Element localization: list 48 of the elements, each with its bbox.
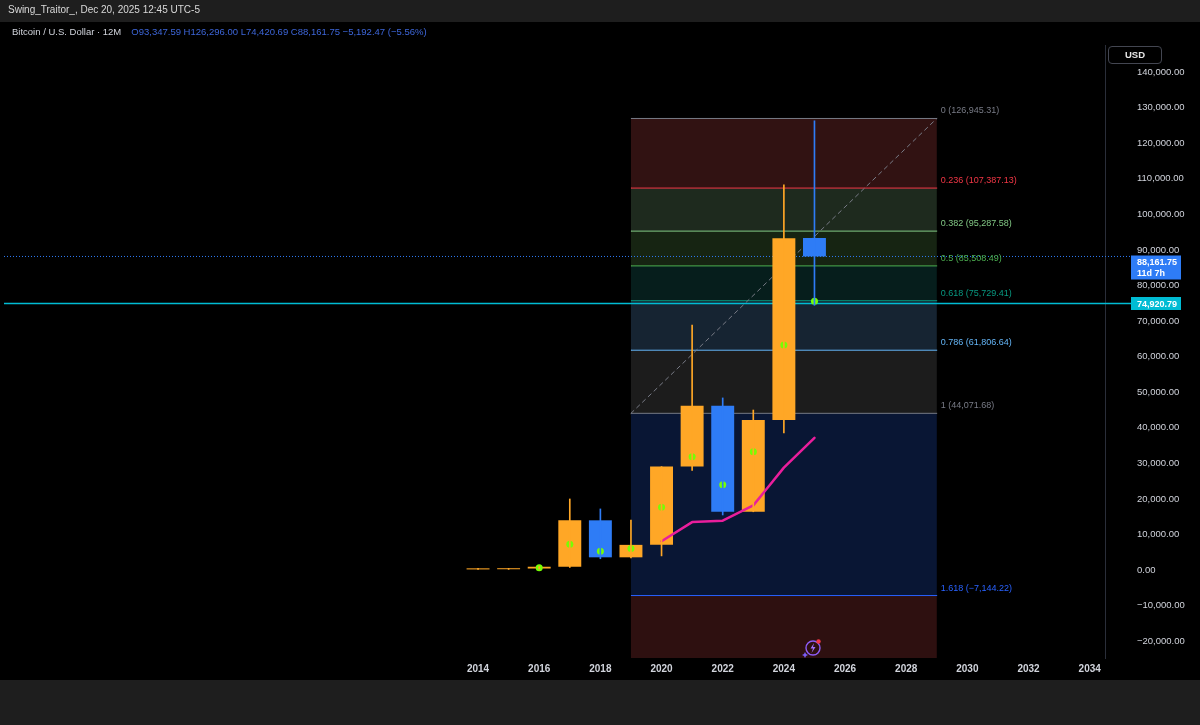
y-tick-label: 40,000.00 xyxy=(1137,421,1180,433)
series-label: 0.382 (95,287.58) xyxy=(940,218,1012,229)
x-tick-label: 2026 xyxy=(833,662,857,674)
y-tick-label: 90,000.00 xyxy=(1137,243,1180,255)
x-tick-label: 2032 xyxy=(1017,662,1041,674)
ref-line-label: 74,920.79 xyxy=(1137,298,1178,309)
x-tick-label: 2018 xyxy=(589,662,612,674)
y-tick-label: 30,000.00 xyxy=(1137,457,1180,469)
y-tick-label: 20,000.00 xyxy=(1137,492,1180,504)
candlestick xyxy=(711,397,735,516)
candlestick xyxy=(772,184,796,434)
candlestick xyxy=(619,519,643,559)
y-tick-label: 50,000.00 xyxy=(1137,385,1180,397)
candlestick xyxy=(558,498,582,568)
y-tick-label: 0.00 xyxy=(1137,563,1156,575)
chart-title: Bitcoin / U.S. Dollar · 12M xyxy=(12,26,122,37)
text: Swing_Traitor_, Dec 20, 2025 12:45 UTC-5 xyxy=(8,4,200,15)
series-label: 0.618 (75,729.41) xyxy=(940,287,1012,298)
y-tick-label: 100,000.00 xyxy=(1137,207,1185,219)
y-tick-label: 70,000.00 xyxy=(1137,314,1180,326)
x-tick-label: 2034 xyxy=(1078,662,1102,674)
y-tick-label: 10,000.00 xyxy=(1137,528,1180,540)
x-tick-label: 2030 xyxy=(956,662,979,674)
y-tick-label: 120,000.00 xyxy=(1137,136,1185,148)
y-tick-label: 110,000.00 xyxy=(1137,172,1184,184)
text: USD xyxy=(1108,46,1162,64)
x-tick-label: 2028 xyxy=(895,662,918,674)
y-tick-label: −10,000.00 xyxy=(1137,599,1185,611)
y-tick-label: 130,000.00 xyxy=(1137,101,1185,113)
series-label: 0.786 (61,806.64) xyxy=(940,337,1012,348)
x-tick-label: 2016 xyxy=(528,662,551,674)
y-tick-label: 140,000.00 xyxy=(1137,65,1185,77)
x-tick-label: 2014 xyxy=(466,662,490,674)
x-tick-label: 2020 xyxy=(650,662,674,674)
ref-line-label: 88,161.75 11d 7h xyxy=(1137,256,1178,278)
series-label: 0 (126,945.31) xyxy=(940,105,1000,116)
candlestick xyxy=(680,324,704,471)
y-tick-label: −20,000.00 xyxy=(1137,634,1185,646)
x-tick-label: 2022 xyxy=(711,662,735,674)
series-label: 1.618 (−7,144.22) xyxy=(940,582,1013,593)
series-label: 0.5 (85,508.49) xyxy=(940,252,1002,263)
y-tick-label: 60,000.00 xyxy=(1137,350,1180,362)
x-tick-label: 2024 xyxy=(772,662,796,674)
series-label: 0.236 (107,387.13) xyxy=(940,175,1017,186)
series-label: 1 (44,071.68) xyxy=(940,400,995,411)
y-tick-label: 80,000.00 xyxy=(1137,279,1180,291)
candlestick xyxy=(741,409,765,513)
chart-subtitle: O93,347.59 H126,296.00 L74,420.69 C88,161.75 −5,192.47 (−5.56%) xyxy=(131,26,427,37)
